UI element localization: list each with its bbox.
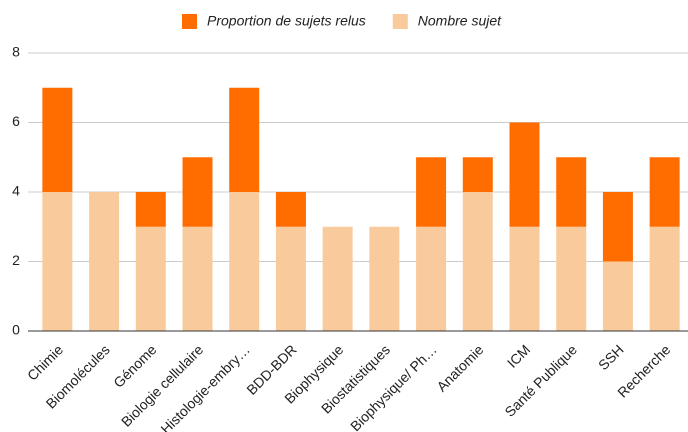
bar (275, 226, 306, 331)
x-tick-label: Anatomie (433, 341, 486, 394)
x-tick-label: ICM (504, 341, 533, 370)
bar (369, 226, 400, 331)
bar (556, 157, 587, 227)
bar (229, 192, 260, 331)
legend-text: Proportion de sujets relus (207, 13, 366, 29)
x-tick-label: Biophysique/ Ph… (347, 341, 440, 432)
y-tick-label: 8 (12, 44, 20, 60)
bar (602, 261, 633, 331)
bar (462, 192, 493, 331)
bar (42, 192, 73, 331)
bar (135, 192, 166, 227)
bar (556, 226, 587, 331)
bar (509, 226, 540, 331)
legend-text: Nombre sujet (418, 13, 502, 29)
y-tick-label: 0 (12, 322, 20, 338)
bar (509, 122, 540, 227)
bar (182, 157, 213, 227)
bar (135, 226, 166, 331)
legend-swatch (392, 14, 408, 29)
bar (649, 226, 680, 331)
bar (322, 226, 353, 331)
y-tick-label: 4 (12, 183, 20, 199)
x-tick-label: Chimie (24, 341, 66, 383)
bar (89, 192, 120, 331)
bar (182, 226, 213, 331)
x-tick-label: SSH (595, 341, 627, 373)
bar (275, 192, 306, 227)
y-tick-label: 6 (12, 113, 20, 129)
bar (602, 192, 633, 262)
legend-swatch (182, 14, 197, 29)
x-tick-label: Biologie cellulaire (118, 341, 207, 430)
y-tick-label: 2 (12, 252, 20, 268)
bar (416, 226, 447, 331)
bar (462, 157, 493, 192)
bar (416, 157, 447, 227)
bar (649, 157, 680, 227)
bar (229, 87, 260, 192)
bar (42, 87, 73, 192)
